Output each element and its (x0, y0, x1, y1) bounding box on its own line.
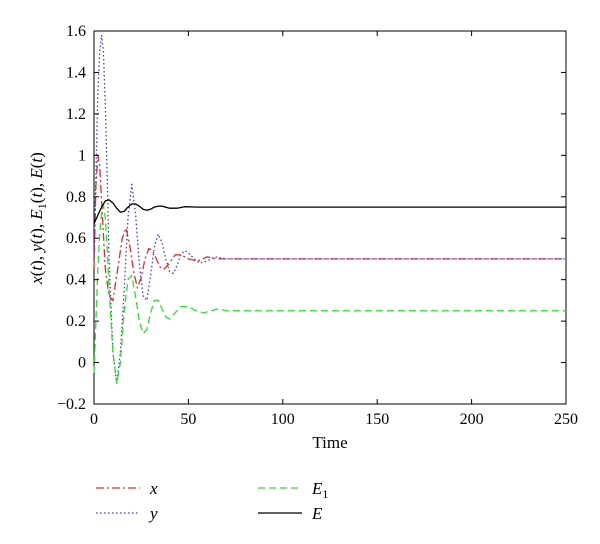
x-tick-label: 250 (554, 411, 578, 428)
x-axis: 0 50 100 150 200 250 (90, 31, 578, 428)
x-tick-label: 0 (90, 411, 98, 428)
y-tick-label: 0 (78, 355, 86, 372)
y-tick-label: 1.2 (66, 106, 86, 123)
y-tick-label: −0.2 (57, 396, 86, 413)
y-tick-label: 0.8 (66, 189, 86, 206)
y-tick-label: 0.2 (66, 313, 86, 330)
y-tick-label: 0.4 (66, 272, 86, 289)
legend-label-y: y (148, 504, 158, 523)
plot-area (93, 30, 567, 405)
y-axis: −0.2 0 0.2 0.4 0.6 0.8 1 1.2 1.4 1.6 (57, 23, 566, 413)
series-line-x (93, 154, 566, 302)
y-tick-label: 1.6 (66, 23, 86, 40)
series-line-e1 (93, 204, 566, 384)
y-tick-label: 1.4 (66, 64, 86, 81)
x-tick-label: 100 (271, 411, 295, 428)
x-tick-label: 200 (460, 411, 484, 428)
y-tick-label: 1 (78, 147, 86, 164)
x-tick-label: 150 (365, 411, 389, 428)
y-axis-label: x(t), y(t), E1(t), E(t) (27, 152, 49, 285)
y-tick-label: 0.6 (66, 230, 86, 247)
legend: xy E1 E (96, 479, 328, 523)
legend-label-e: E (311, 504, 323, 523)
x-tick-label: 50 (180, 411, 196, 428)
series-line-e (93, 199, 566, 224)
x-axis-label: Time (312, 433, 347, 452)
series-line-y (93, 34, 566, 384)
legend-label-e1: E1 (311, 479, 328, 501)
series-layer (93, 34, 566, 384)
legend-label-x: x (149, 479, 158, 498)
